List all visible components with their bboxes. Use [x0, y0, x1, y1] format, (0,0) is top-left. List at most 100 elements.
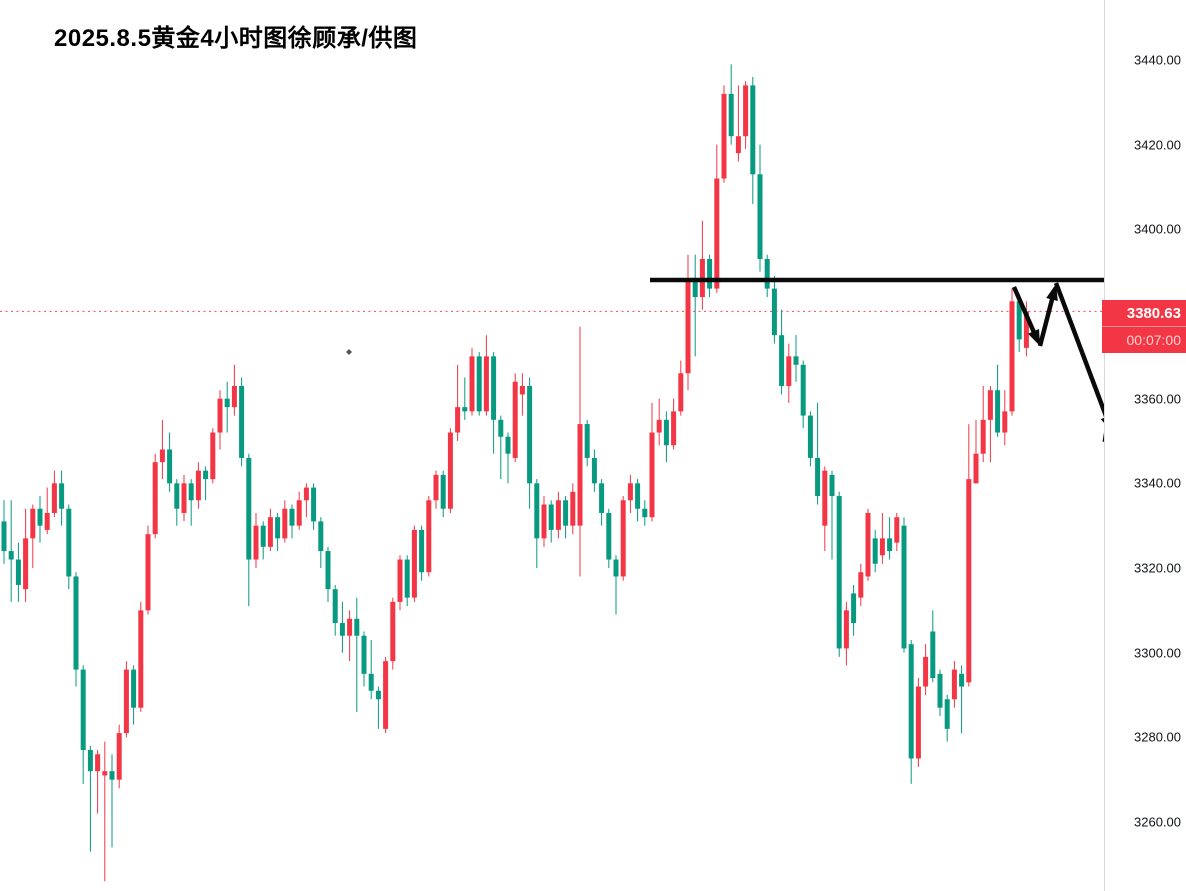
candle-body	[807, 415, 813, 458]
candle-body	[303, 487, 309, 501]
candle-body	[555, 500, 561, 530]
candle-body	[347, 618, 353, 636]
candle-body	[59, 483, 65, 509]
candle-body	[519, 385, 525, 395]
candle-body	[1016, 301, 1022, 340]
candle-body	[217, 398, 223, 433]
candle-body	[419, 529, 425, 573]
candle-body	[671, 411, 677, 446]
candle-body	[246, 457, 252, 560]
candle-body	[872, 538, 878, 564]
candle-body	[332, 589, 338, 624]
candle-body	[447, 432, 453, 509]
candle-body	[181, 483, 187, 513]
projection-arrow-2	[1037, 295, 1056, 347]
current-price-label: 3380.63	[1126, 304, 1181, 322]
candle-body	[73, 576, 79, 670]
candle-body	[325, 551, 331, 590]
candle-body	[23, 538, 29, 590]
candle-body	[505, 436, 511, 454]
candle-body	[138, 610, 144, 708]
candle-body	[937, 673, 943, 708]
candle-body	[836, 496, 842, 649]
candle-body	[800, 364, 806, 416]
candle-body	[440, 474, 446, 509]
candle-body	[95, 754, 101, 772]
candle-body	[829, 474, 835, 497]
candle-body	[714, 178, 720, 289]
candle-body	[339, 623, 345, 636]
candle-body	[455, 407, 461, 433]
candle-body	[109, 771, 115, 780]
candle-body	[426, 500, 432, 573]
candle-body	[102, 771, 108, 776]
candle-body	[915, 686, 921, 759]
candle-body	[1023, 311, 1029, 348]
candle-body	[311, 487, 317, 522]
candle-body	[491, 356, 497, 420]
candle-body	[51, 483, 57, 513]
candle-body	[159, 449, 165, 463]
candle-body	[483, 356, 489, 412]
candle-body	[116, 733, 122, 780]
candle-body	[757, 174, 763, 259]
candle-body	[951, 669, 957, 700]
marker-dot	[346, 349, 352, 355]
price-axis[interactable]: 3440.00 3420.00 3400.00 3360.00 3340.00 3320.…	[1104, 0, 1186, 891]
candle-body	[289, 508, 295, 526]
candle-body	[995, 390, 1001, 433]
candle-body	[815, 457, 821, 497]
candle-body	[786, 356, 792, 386]
candle-body	[750, 85, 756, 175]
candle-body	[476, 356, 482, 412]
candle-body	[8, 551, 14, 560]
current-price-badge: 3380.63 00:07:00	[1102, 300, 1186, 353]
candle-body	[966, 479, 972, 683]
candle-body	[728, 93, 734, 137]
candle-body	[793, 356, 799, 365]
candle-body	[635, 483, 641, 509]
candle-body	[959, 673, 965, 687]
candle-body	[584, 424, 590, 458]
candle-body	[548, 504, 554, 530]
candle-body	[599, 483, 605, 513]
chart-title: 2025.8.5黄金4小时图徐顾承/供图	[54, 25, 418, 52]
candle-body	[15, 559, 21, 585]
candle-body	[390, 601, 396, 662]
candle-body	[66, 508, 72, 577]
candle-body	[231, 385, 237, 408]
candle-body	[282, 508, 288, 539]
candle-body	[865, 512, 871, 577]
candle-body	[469, 356, 475, 412]
candle-body	[30, 508, 36, 539]
candle-body	[678, 373, 684, 412]
candle-body	[620, 500, 626, 577]
candle-body	[1002, 411, 1008, 433]
price-tick-label: 3420.00	[1134, 137, 1181, 153]
candle-body	[779, 335, 785, 386]
candle-body	[1, 521, 7, 552]
candle-body	[591, 457, 597, 484]
candle-body	[894, 517, 900, 543]
candle-body	[361, 635, 367, 674]
candle-body	[707, 258, 713, 289]
candle-body	[663, 419, 669, 446]
candle-body	[354, 618, 360, 636]
candle-body	[879, 538, 885, 556]
candle-body	[642, 508, 648, 518]
candle-body	[296, 500, 302, 526]
candle-body	[174, 483, 180, 509]
candle-body	[743, 85, 749, 137]
candle-body	[195, 470, 201, 501]
candle-body	[87, 750, 93, 772]
candle-body	[822, 470, 828, 526]
candle-body	[224, 398, 230, 408]
candle-body	[851, 593, 857, 624]
candle-body	[368, 673, 374, 691]
candle-body	[577, 424, 583, 526]
price-tick-label: 3340.00	[1134, 475, 1181, 491]
price-tick-label: 3260.00	[1134, 814, 1181, 830]
candle-body	[930, 631, 936, 679]
